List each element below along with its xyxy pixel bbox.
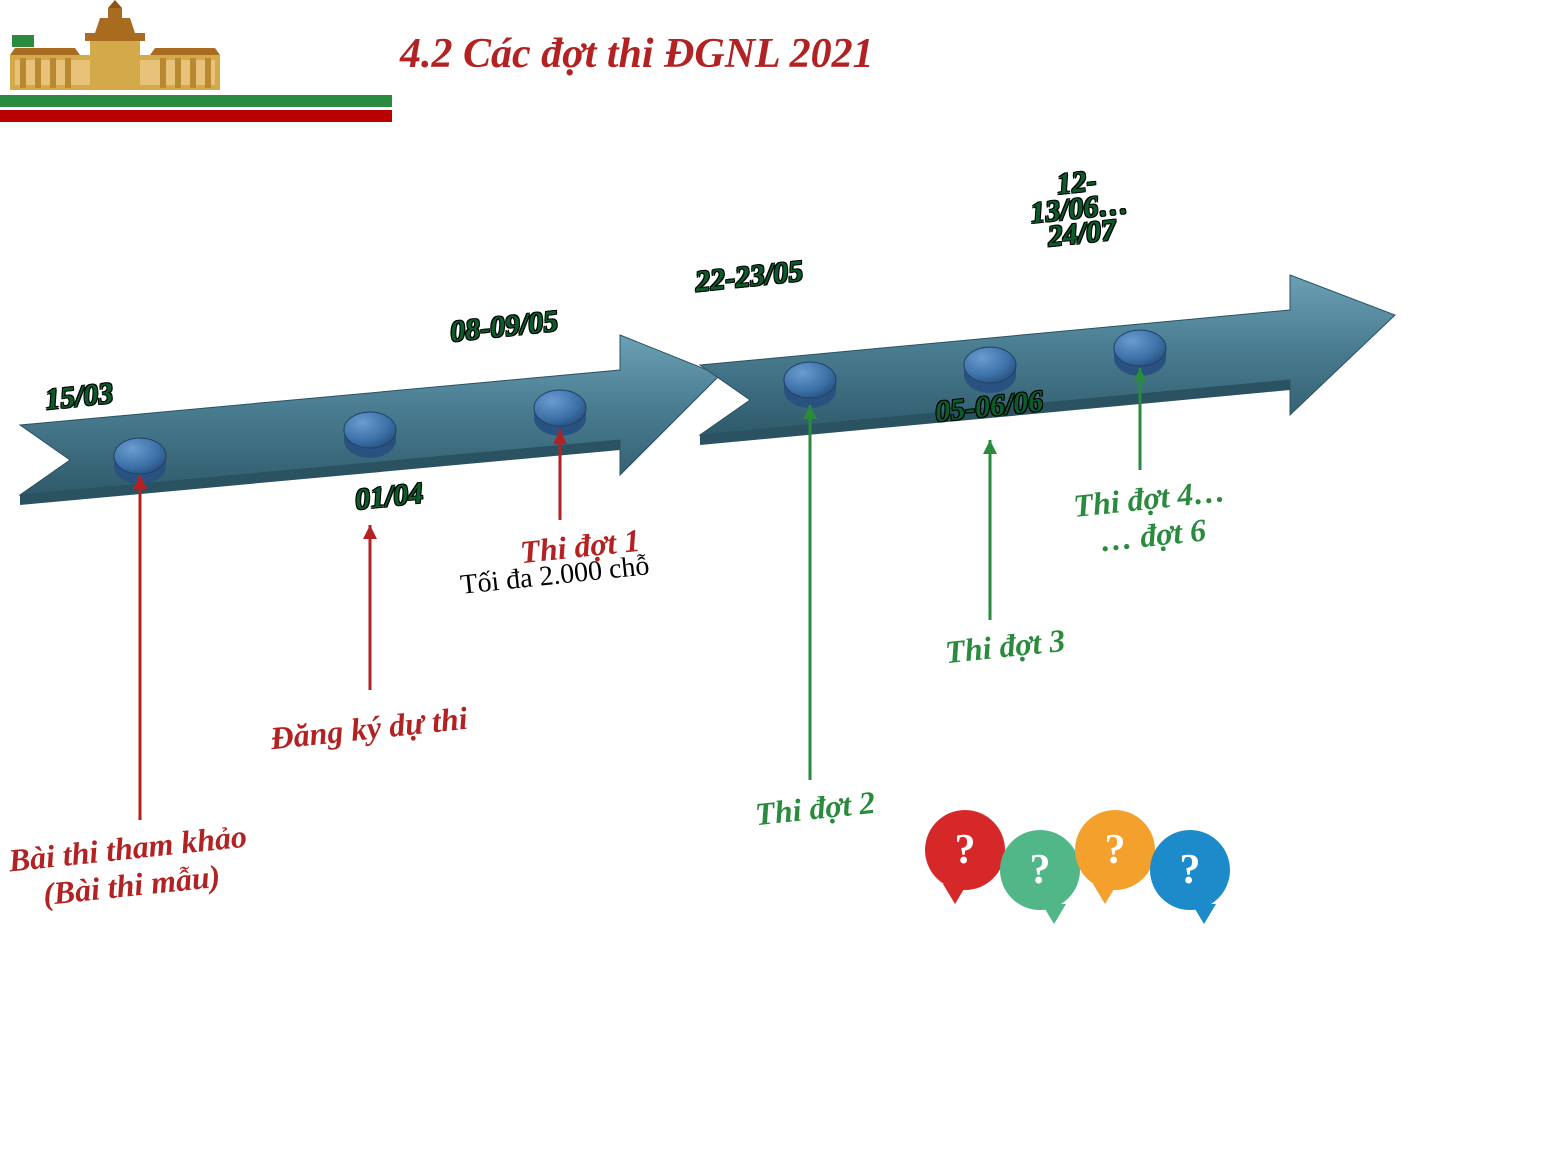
- date-label-1: 01/04: [353, 477, 425, 518]
- question-bubble-2: ?: [1075, 810, 1155, 890]
- date-label-5: 12- 13/06… 24/07: [1026, 165, 1132, 251]
- page-title: 4.2 Các đợt thi ĐGNL 2021: [400, 30, 874, 78]
- accent-bar-red: [0, 110, 392, 122]
- milestone-5: Thi đợt 4… … đợt 6: [1072, 472, 1231, 562]
- date-label-0: 15/03: [43, 377, 115, 418]
- question-bubble-3: ?: [1150, 830, 1230, 910]
- header: 4.2 Các đợt thi ĐGNL 2021: [0, 0, 1556, 130]
- building-icon: [0, 0, 230, 95]
- question-bubble-0: ?: [925, 810, 1005, 890]
- accent-bar-green: [0, 95, 392, 107]
- question-bubble-1: ?: [1000, 830, 1080, 910]
- diagram-canvas: 15/03 01/04 08-09/05 22-23/05 05-06/06 1…: [0, 130, 1556, 1154]
